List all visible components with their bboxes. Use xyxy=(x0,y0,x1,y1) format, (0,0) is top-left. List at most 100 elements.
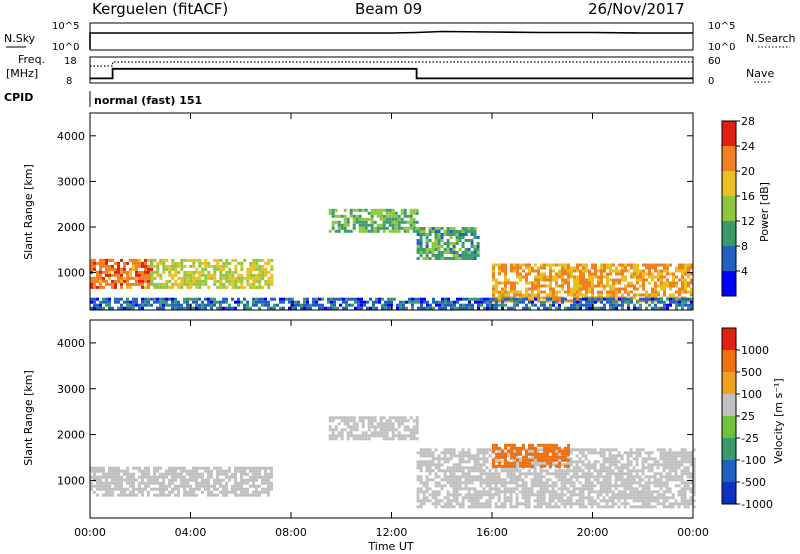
heatmap-cell xyxy=(492,272,495,276)
heatmap-cell xyxy=(174,493,177,497)
heatmap-cell xyxy=(234,490,237,494)
heatmap-cell xyxy=(534,281,537,285)
heatmap-cell xyxy=(477,303,480,307)
heatmap-cell xyxy=(412,211,416,215)
heatmap-cell xyxy=(524,487,528,491)
heatmap-cell xyxy=(437,457,441,461)
heatmap-cell xyxy=(530,478,534,482)
heatmap-cell xyxy=(674,466,678,470)
heatmap-cell xyxy=(204,469,207,473)
heatmap-cell xyxy=(615,306,618,310)
heatmap-cell xyxy=(470,466,474,470)
heatmap-cell xyxy=(252,490,255,494)
heatmap-cell xyxy=(648,297,651,301)
heatmap-cell xyxy=(159,487,162,491)
heatmap-cell xyxy=(582,272,585,276)
heatmap-cell xyxy=(543,300,546,304)
heatmap-cell xyxy=(669,284,672,288)
heatmap-cell xyxy=(498,263,501,267)
heatmap-cell xyxy=(606,284,609,288)
heatmap-cell xyxy=(467,466,471,470)
heatmap-cell xyxy=(434,484,438,488)
heatmap-cell xyxy=(90,282,93,286)
heatmap-cell xyxy=(675,300,678,304)
heatmap-cell xyxy=(168,481,171,485)
heatmap-cell xyxy=(644,505,648,509)
heatmap-cell xyxy=(358,437,362,441)
heatmap-cell xyxy=(675,284,678,288)
heatmap-cell xyxy=(567,452,570,456)
heatmap-cell xyxy=(620,496,624,500)
heatmap-cell xyxy=(141,282,144,286)
heatmap-cell xyxy=(449,493,453,497)
heatmap-cell xyxy=(452,496,456,500)
heatmap-cell xyxy=(434,254,438,257)
heatmap-cell xyxy=(234,264,238,268)
heatmap-cell xyxy=(597,284,600,288)
heatmap-cell xyxy=(162,258,166,262)
velocity-ylabel: Slant Range [km] xyxy=(22,370,35,466)
heatmap-cell xyxy=(141,490,144,494)
heatmap-cell xyxy=(99,282,102,286)
heatmap-cell xyxy=(90,487,93,491)
heatmap-cell xyxy=(648,299,651,303)
heatmap-cell xyxy=(96,475,99,479)
heatmap-cell xyxy=(258,285,262,289)
heatmap-cell xyxy=(201,267,205,271)
heatmap-cell xyxy=(555,275,558,279)
heatmap-cell xyxy=(473,493,477,497)
heatmap-cell xyxy=(358,220,362,224)
heatmap-cell xyxy=(412,229,416,233)
heatmap-cell xyxy=(507,449,510,453)
heatmap-cell xyxy=(524,475,528,479)
cpid-label: CPID xyxy=(4,91,33,104)
heatmap-cell xyxy=(384,300,387,304)
heatmap-cell xyxy=(656,472,660,476)
heatmap-cell xyxy=(93,297,96,301)
heatmap-cell xyxy=(458,487,462,491)
heatmap-cell xyxy=(606,297,609,301)
heatmap-cell xyxy=(204,258,208,262)
heatmap-cell xyxy=(633,275,636,279)
heatmap-cell xyxy=(497,496,501,500)
heatmap-cell xyxy=(513,281,516,285)
heatmap-cell xyxy=(582,297,585,301)
heatmap-cell xyxy=(455,481,459,485)
heatmap-cell xyxy=(198,279,202,283)
heatmap-cell xyxy=(261,300,264,304)
heatmap-cell xyxy=(668,460,672,464)
heatmap-cell xyxy=(488,454,492,458)
heatmap-cell xyxy=(452,230,456,233)
heatmap-cell xyxy=(684,269,687,273)
heatmap-cell xyxy=(473,505,477,509)
heatmap-cell xyxy=(195,493,198,497)
heatmap-cell xyxy=(207,270,211,274)
heatmap-cell xyxy=(527,505,531,509)
heatmap-cell xyxy=(504,263,507,267)
heatmap-cell xyxy=(419,448,423,452)
heatmap-cell xyxy=(605,487,609,491)
heatmap-cell xyxy=(425,460,429,464)
heatmap-cell xyxy=(569,502,573,506)
heatmap-cell xyxy=(678,297,681,301)
heatmap-cell xyxy=(222,478,225,482)
heatmap-cell xyxy=(270,273,274,277)
heatmap-cell xyxy=(285,297,288,301)
heatmap-cell xyxy=(419,487,423,491)
heatmap-cell xyxy=(534,287,537,291)
heatmap-cell xyxy=(621,287,624,291)
heatmap-cell xyxy=(428,448,432,452)
heatmap-cell xyxy=(507,278,510,282)
heatmap-cell xyxy=(612,306,615,310)
heatmap-cell xyxy=(668,463,672,467)
heatmap-cell xyxy=(624,290,627,294)
heatmap-cell xyxy=(334,428,338,432)
heatmap-cell xyxy=(683,448,687,452)
heatmap-cell xyxy=(584,478,588,482)
heatmap-cell xyxy=(458,233,462,236)
heatmap-cell xyxy=(668,496,672,500)
heatmap-cell xyxy=(470,239,474,242)
heatmap-cell xyxy=(291,297,294,301)
heatmap-cell xyxy=(204,276,208,280)
heatmap-cell xyxy=(509,478,513,482)
